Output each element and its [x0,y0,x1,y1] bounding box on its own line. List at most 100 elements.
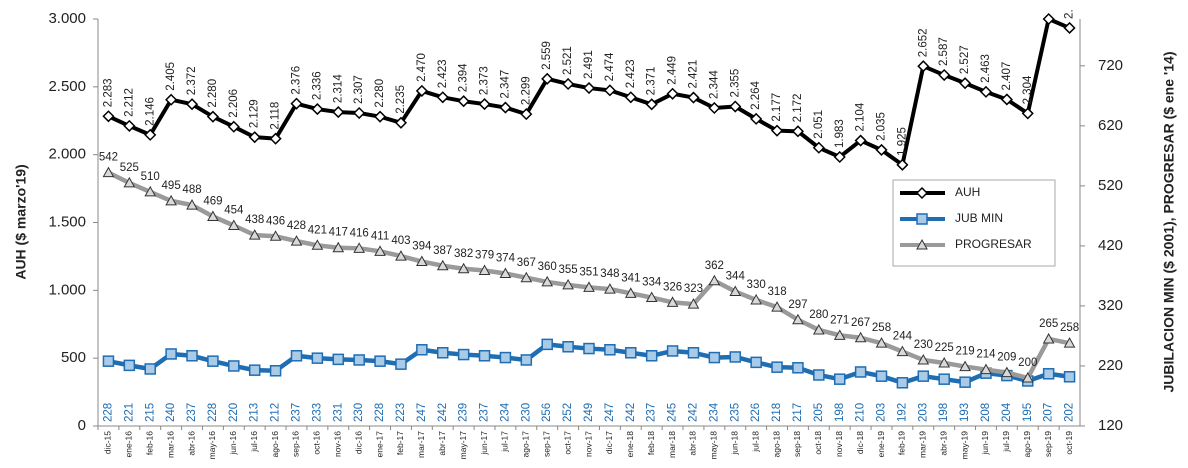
point-marker [290,235,303,246]
value-label: 411 [371,230,389,242]
point-marker [812,323,825,335]
point-marker [499,267,512,279]
value-label: 382 [454,248,473,260]
value-label: 237 [646,403,658,422]
value-label: 239 [458,403,470,422]
value-label: 2.470 [416,53,428,82]
value-label: 215 [144,403,156,422]
value-label: 202 [1064,403,1076,422]
point-marker [750,112,763,125]
point-marker [1063,371,1076,383]
x-tick-label: nov-16 [333,431,343,457]
point-marker [269,365,282,377]
value-label: 326 [663,281,682,293]
x-tick-label: oct-16 [312,431,322,455]
point-marker [833,329,846,340]
point-marker [896,377,909,389]
value-label: 237 [479,403,491,422]
point-marker [875,337,888,348]
point-marker [750,356,762,369]
x-tick-label: ene-16 [124,431,134,458]
point-marker [248,131,261,144]
point-marker [1042,12,1055,26]
point-marker [520,354,533,366]
value-label: 204 [1001,402,1013,422]
x-tick-label: oct-18 [813,431,823,455]
value-label: 247 [604,403,616,422]
value-label: 2.177 [771,93,783,122]
value-label: 210 [855,403,867,422]
point-marker [812,141,825,154]
value-label: 2.299 [520,76,532,105]
x-tick-label: mar-19 [918,431,928,458]
value-label: 394 [412,241,432,253]
point-marker [478,98,491,111]
point-marker [624,91,637,104]
point-marker [227,219,240,231]
x-tick-label: ago-18 [771,431,781,458]
value-label: 488 [182,184,201,196]
point-marker [770,124,784,137]
point-marker [541,72,554,85]
point-marker [248,364,261,376]
x-tick-label: nov-17 [583,431,593,457]
point-marker [102,110,115,123]
value-label: 242 [687,403,699,422]
x-tick-label: oct-17 [562,431,572,455]
value-label: 367 [517,257,536,269]
value-label: 214 [976,349,996,361]
value-label: 203 [917,403,929,422]
point-marker [896,158,909,171]
point-marker [165,348,177,360]
value-label: 2.355 [729,69,741,98]
value-label: 230 [520,403,532,422]
point-marker [541,275,554,287]
point-marker [917,370,930,382]
x-tick-label: may-16 [207,431,217,460]
point-marker [917,353,930,365]
value-label: 225 [935,342,954,354]
point-marker [729,351,742,363]
value-label: 209 [997,352,1016,364]
point-marker [102,355,115,367]
x-tick-label: jun-17 [479,431,489,456]
point-marker [123,176,136,188]
point-marker [416,255,428,267]
point-marker [854,366,867,378]
value-label: 416 [350,227,369,239]
point-marker [102,166,115,178]
point-marker [520,271,533,283]
point-marker [729,100,742,113]
value-label: 2.491 [583,50,595,79]
value-label: 421 [308,224,327,236]
value-label: 2. [1064,9,1076,19]
point-marker [415,84,428,97]
point-marker [917,60,930,73]
point-marker [833,373,846,385]
point-marker [1042,332,1055,344]
point-marker [499,101,512,114]
value-label: 267 [851,317,870,329]
x-tick-label: abr-17 [437,431,447,456]
value-label: 195 [1022,403,1034,422]
value-label: 1.983 [834,119,846,148]
value-label: 2.280 [374,79,386,108]
value-label: 207 [1043,403,1055,422]
y-tick-label: 0 [78,417,86,434]
x-tick-label: sep-19 [1043,431,1053,457]
point-marker [1063,337,1076,348]
x-tick-label: jun-16 [228,431,238,456]
point-marker [875,143,888,156]
value-label: 436 [266,215,285,227]
point-marker [353,354,365,366]
value-label: 387 [433,245,452,257]
point-marker [144,128,157,141]
y2-tick-label: 220 [1098,357,1123,374]
point-marker [165,93,178,106]
value-label: 510 [141,171,160,183]
point-marker [394,116,408,129]
y2-tick-label: 420 [1098,237,1123,254]
value-label: 235 [729,403,741,422]
point-marker [395,250,407,261]
